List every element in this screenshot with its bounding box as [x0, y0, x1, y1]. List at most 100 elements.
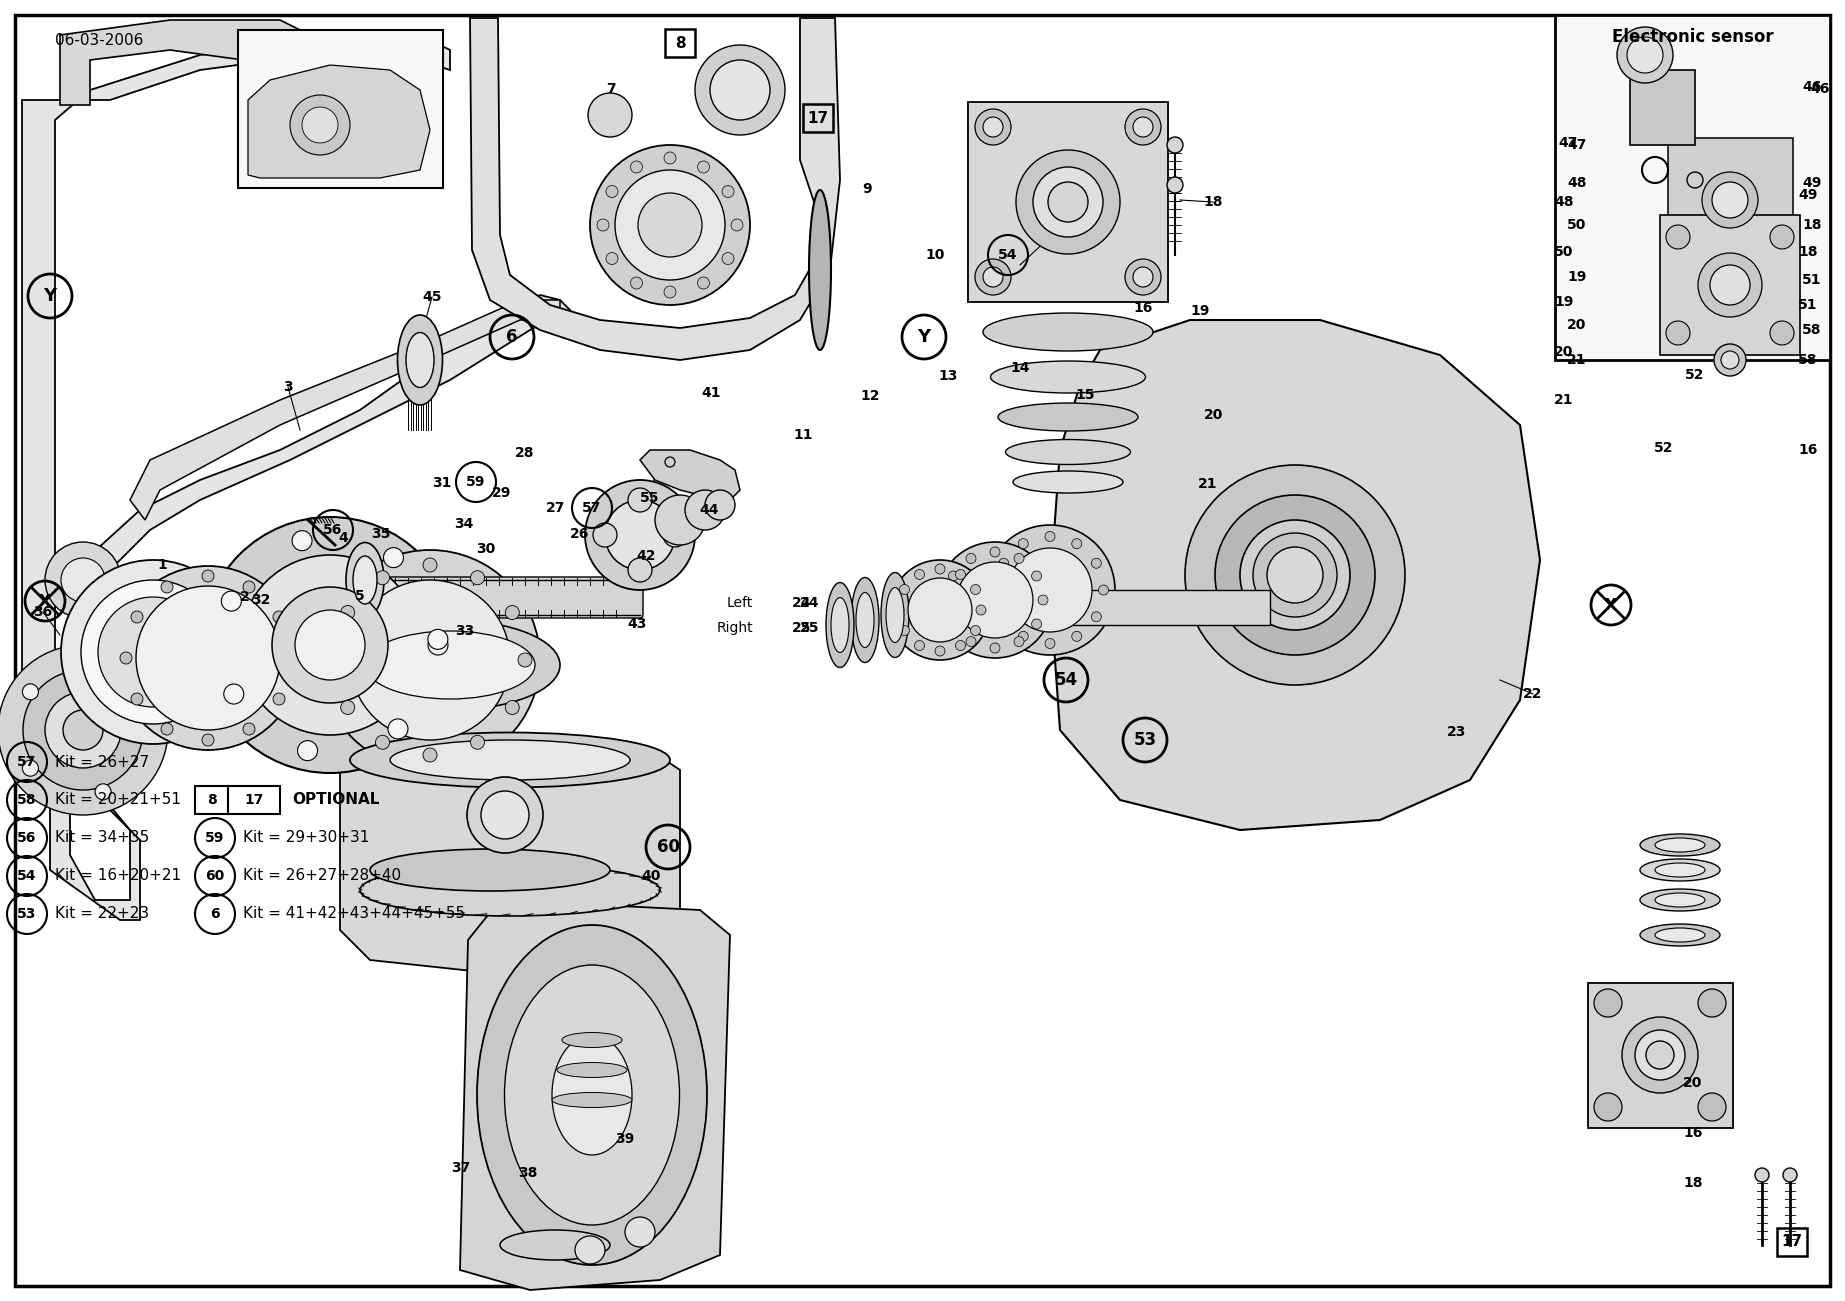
Text: 06-03-2006: 06-03-2006 — [55, 33, 144, 48]
Text: 29: 29 — [493, 487, 511, 500]
Text: 41: 41 — [701, 386, 721, 399]
Circle shape — [292, 531, 312, 550]
Ellipse shape — [851, 578, 878, 662]
Text: 54: 54 — [17, 869, 37, 883]
Circle shape — [1133, 117, 1153, 137]
Circle shape — [423, 558, 437, 572]
Ellipse shape — [339, 621, 561, 710]
Text: 31: 31 — [432, 476, 452, 490]
Circle shape — [96, 783, 111, 800]
Polygon shape — [470, 18, 839, 360]
Circle shape — [974, 259, 1011, 295]
Text: 12: 12 — [860, 389, 880, 403]
Circle shape — [721, 252, 734, 264]
Text: Kit = 34+35: Kit = 34+35 — [55, 830, 149, 846]
Circle shape — [1253, 533, 1338, 617]
Circle shape — [943, 595, 952, 605]
Circle shape — [44, 692, 122, 768]
Circle shape — [1133, 267, 1153, 288]
Circle shape — [915, 640, 924, 650]
Circle shape — [384, 548, 404, 567]
Circle shape — [1044, 639, 1055, 648]
Circle shape — [423, 748, 437, 762]
Text: X: X — [1605, 597, 1616, 613]
Text: 8: 8 — [207, 794, 216, 807]
Circle shape — [1697, 989, 1727, 1017]
Ellipse shape — [563, 1033, 622, 1047]
Circle shape — [131, 693, 142, 705]
Text: Kit = 22+23: Kit = 22+23 — [55, 907, 149, 921]
Bar — [1777, 1228, 1806, 1255]
Circle shape — [1072, 631, 1081, 641]
Circle shape — [341, 605, 354, 619]
Text: 57: 57 — [17, 755, 37, 769]
Text: 21: 21 — [1566, 353, 1587, 367]
Circle shape — [506, 700, 518, 714]
Text: 17: 17 — [808, 111, 828, 125]
Ellipse shape — [576, 1236, 605, 1265]
Bar — [238, 30, 443, 189]
Text: 49: 49 — [1799, 189, 1817, 202]
Ellipse shape — [991, 360, 1146, 393]
Bar — [1050, 589, 1269, 624]
Circle shape — [655, 494, 705, 545]
Text: 36: 36 — [33, 605, 54, 619]
Circle shape — [664, 286, 675, 298]
Ellipse shape — [830, 597, 849, 653]
Polygon shape — [1050, 320, 1541, 830]
Text: 54: 54 — [1055, 671, 1077, 690]
Circle shape — [710, 60, 769, 120]
Ellipse shape — [827, 583, 854, 667]
Circle shape — [895, 605, 904, 615]
Ellipse shape — [347, 543, 384, 618]
Text: 53: 53 — [17, 907, 37, 921]
Circle shape — [967, 553, 976, 563]
Text: 18: 18 — [1203, 195, 1223, 209]
Circle shape — [1015, 636, 1024, 647]
Text: 26: 26 — [570, 527, 590, 541]
Text: Right: Right — [716, 621, 753, 635]
Circle shape — [240, 556, 421, 735]
Text: 18: 18 — [1799, 245, 1817, 259]
Text: 21: 21 — [1553, 393, 1574, 407]
Text: 38: 38 — [518, 1166, 537, 1180]
Circle shape — [328, 653, 341, 667]
Circle shape — [1666, 225, 1690, 248]
Circle shape — [1627, 36, 1662, 73]
Circle shape — [589, 92, 633, 137]
Circle shape — [1168, 177, 1183, 193]
Circle shape — [1721, 351, 1740, 369]
Circle shape — [731, 219, 744, 232]
Circle shape — [625, 1216, 655, 1246]
Circle shape — [1007, 548, 1092, 632]
Circle shape — [1031, 619, 1042, 628]
Ellipse shape — [1655, 838, 1705, 852]
Ellipse shape — [998, 403, 1138, 431]
Circle shape — [1072, 539, 1081, 549]
Ellipse shape — [1013, 471, 1124, 493]
Circle shape — [428, 630, 448, 649]
Circle shape — [889, 559, 991, 660]
Text: 19: 19 — [1566, 271, 1587, 284]
Text: 20: 20 — [1566, 317, 1587, 332]
Circle shape — [376, 735, 389, 749]
Text: 60: 60 — [657, 838, 679, 856]
Text: 47: 47 — [1559, 137, 1577, 150]
Ellipse shape — [1640, 834, 1720, 856]
Circle shape — [351, 580, 509, 740]
Polygon shape — [61, 20, 310, 105]
Text: X: X — [39, 593, 52, 609]
Text: 34: 34 — [454, 516, 474, 531]
Text: 59: 59 — [467, 475, 485, 489]
Circle shape — [1710, 265, 1751, 304]
Circle shape — [1015, 553, 1024, 563]
Text: 25: 25 — [792, 621, 812, 635]
Text: 44: 44 — [699, 503, 720, 516]
Circle shape — [223, 684, 244, 704]
Polygon shape — [247, 65, 430, 178]
Text: 23: 23 — [1446, 725, 1467, 739]
Text: 46: 46 — [1810, 82, 1830, 96]
Circle shape — [1044, 532, 1055, 541]
Text: 21: 21 — [1197, 477, 1218, 490]
Circle shape — [614, 170, 725, 280]
